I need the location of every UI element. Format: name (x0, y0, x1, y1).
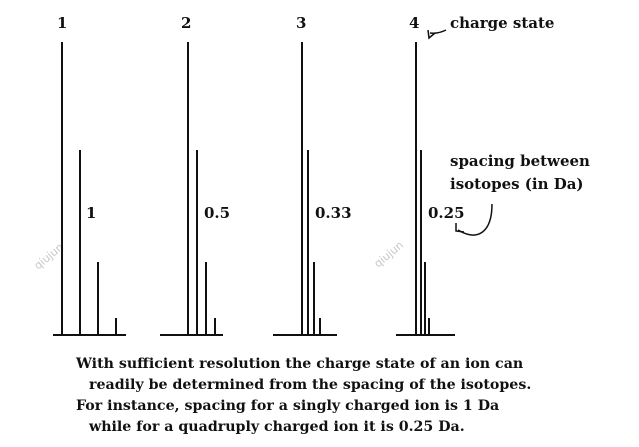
spacing-label: 0.5 (204, 204, 230, 222)
caption-line: With sufficient resolution the charge st… (75, 356, 523, 372)
spacing-annotation: spacing between isotopes (in Da) (450, 152, 590, 236)
charge-label: 2 (181, 14, 191, 32)
charge-state-label: charge state (450, 14, 554, 32)
arrow-head-icon (455, 223, 465, 233)
caption-line: readily be determined from the spacing o… (89, 377, 531, 393)
panel-charge-2: 2 0.5 (160, 14, 230, 336)
watermark: qiujun (32, 240, 66, 272)
spacing-label-line2: isotopes (in Da) (450, 175, 584, 193)
panel-charge-1: 1 1 (53, 14, 126, 336)
charge-label: 1 (57, 14, 67, 32)
caption-line: For instance, spacing for a singly charg… (76, 398, 499, 414)
caption: With sufficient resolution the charge st… (75, 356, 531, 435)
charge-state-arrow (429, 29, 447, 34)
charge-label: 3 (296, 14, 306, 32)
arrow-head-icon (427, 29, 436, 40)
watermark: qiujun (372, 238, 406, 270)
charge-state-annotation: charge state (427, 14, 554, 40)
spacing-label: 1 (86, 204, 96, 222)
spacing-label: 0.25 (428, 204, 465, 222)
spacing-label-line1: spacing between (450, 152, 590, 170)
charge-label: 4 (409, 14, 419, 32)
panel-charge-3: 3 0.33 (273, 14, 352, 336)
spacing-label: 0.33 (315, 204, 352, 222)
panel-charge-4: 4 0.25 (396, 14, 465, 336)
caption-line: while for a quadruply charged ion it is … (88, 419, 465, 435)
